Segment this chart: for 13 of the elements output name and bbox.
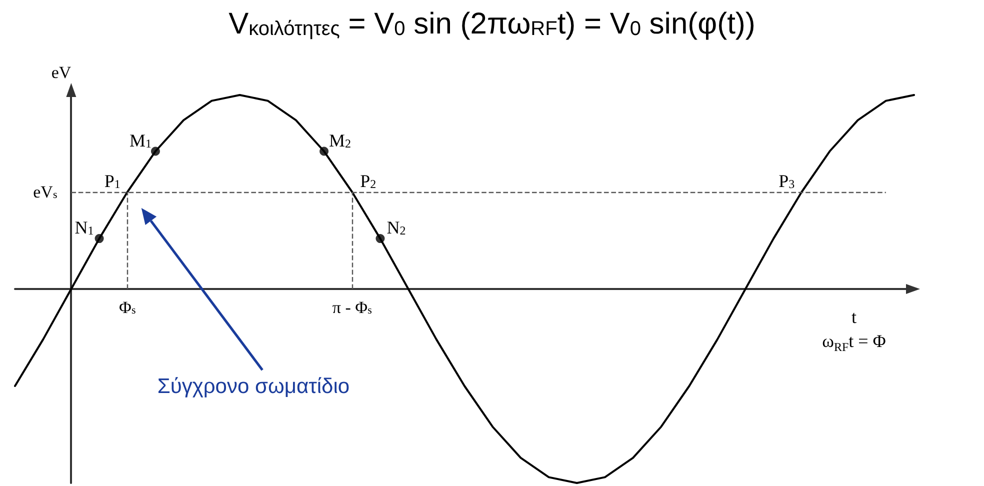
annotation: P2 — [360, 171, 376, 191]
x-tick-label: π - Φs — [332, 298, 372, 317]
chart-title: Vκοιλότητες = V0 sin (2πωRFt) = V0 sin(φ(t)) — [228, 8, 756, 40]
annotation: P3 — [778, 171, 795, 191]
series-label: M1 — [129, 130, 152, 150]
annotation: Σύγχρονο σωματίδιο — [157, 375, 350, 398]
ref-line-label: eVs — [33, 182, 58, 202]
series-label: M2 — [329, 130, 352, 150]
y-axis-title: eV — [51, 63, 72, 82]
x-tick-label: Φs — [119, 298, 136, 317]
series-label: N2 — [386, 218, 406, 238]
annotation: P1 — [104, 171, 120, 191]
series-label: N1 — [74, 218, 94, 238]
